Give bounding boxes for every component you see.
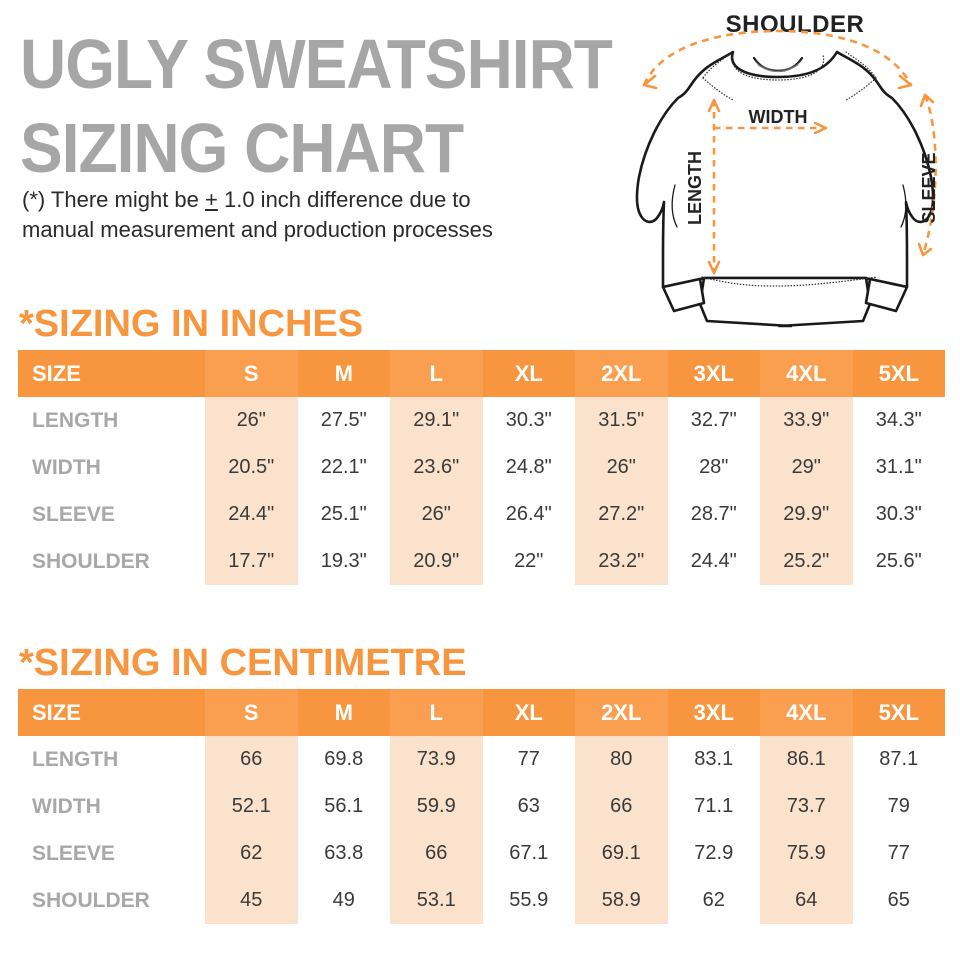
svg-text:SLEEVE: SLEEVE <box>919 152 939 223</box>
svg-text:WIDTH: WIDTH <box>749 107 808 127</box>
svg-text:SHOULDER: SHOULDER <box>726 11 865 38</box>
svg-text:LENGTH: LENGTH <box>685 151 705 225</box>
